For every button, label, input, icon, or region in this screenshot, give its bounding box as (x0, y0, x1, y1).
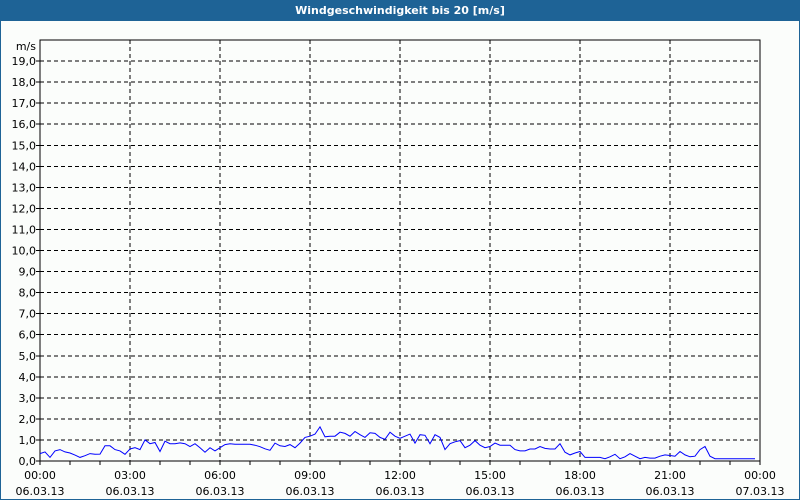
y-tick-label: 5,0 (19, 350, 37, 363)
y-tick-label: 7,0 (19, 308, 37, 321)
y-tick-label: 2,0 (19, 413, 37, 426)
y-tick-label: 19,0 (12, 55, 37, 68)
x-tick-time: 03:00 (114, 469, 146, 482)
y-tick-label: 8,0 (19, 287, 37, 300)
x-tick-date: 06.03.13 (196, 485, 245, 498)
y-tick-label: 15,0 (12, 139, 37, 152)
plot-frame (39, 39, 761, 462)
y-tick-label: 11,0 (12, 223, 37, 236)
x-tick-time: 06:00 (204, 469, 236, 482)
x-tick-date: 06.03.13 (556, 485, 605, 498)
y-tick-label: 0,0 (19, 455, 37, 468)
wind-speed-line (39, 425, 755, 460)
x-tick-date: 06.03.13 (16, 485, 65, 498)
y-tick-label: 16,0 (12, 118, 37, 131)
x-tick-time: 15:00 (474, 469, 506, 482)
x-tick-date: 06.03.13 (376, 485, 425, 498)
y-tick-label: 14,0 (12, 160, 37, 173)
y-tick-label: 1,0 (19, 434, 37, 447)
y-tick-label: 3,0 (19, 392, 37, 405)
y-tick-label: 13,0 (12, 181, 37, 194)
x-tick-date: 06.03.13 (106, 485, 155, 498)
y-tick-label: 6,0 (19, 329, 37, 342)
chart-title: Windgeschwindigkeit bis 20 [m/s] (1, 1, 799, 21)
y-axis-unit: m/s (16, 40, 36, 53)
x-tick-date: 07.03.13 (736, 485, 785, 498)
x-tick-time: 00:00 (744, 469, 776, 482)
x-tick-time: 12:00 (384, 469, 416, 482)
x-tick-time: 21:00 (654, 469, 686, 482)
y-tick-label: 12,0 (12, 202, 37, 215)
x-tick-date: 06.03.13 (646, 485, 695, 498)
x-tick-time: 00:00 (24, 469, 56, 482)
x-tick-time: 09:00 (294, 469, 326, 482)
y-tick-label: 18,0 (12, 76, 37, 89)
y-tick-label: 17,0 (12, 97, 37, 110)
x-tick-date: 06.03.13 (286, 485, 335, 498)
y-tick-label: 4,0 (19, 371, 37, 384)
x-tick-time: 18:00 (564, 469, 596, 482)
y-tick-label: 9,0 (19, 266, 37, 279)
y-tick-label: 10,0 (12, 245, 37, 258)
x-tick-date: 06.03.13 (466, 485, 515, 498)
